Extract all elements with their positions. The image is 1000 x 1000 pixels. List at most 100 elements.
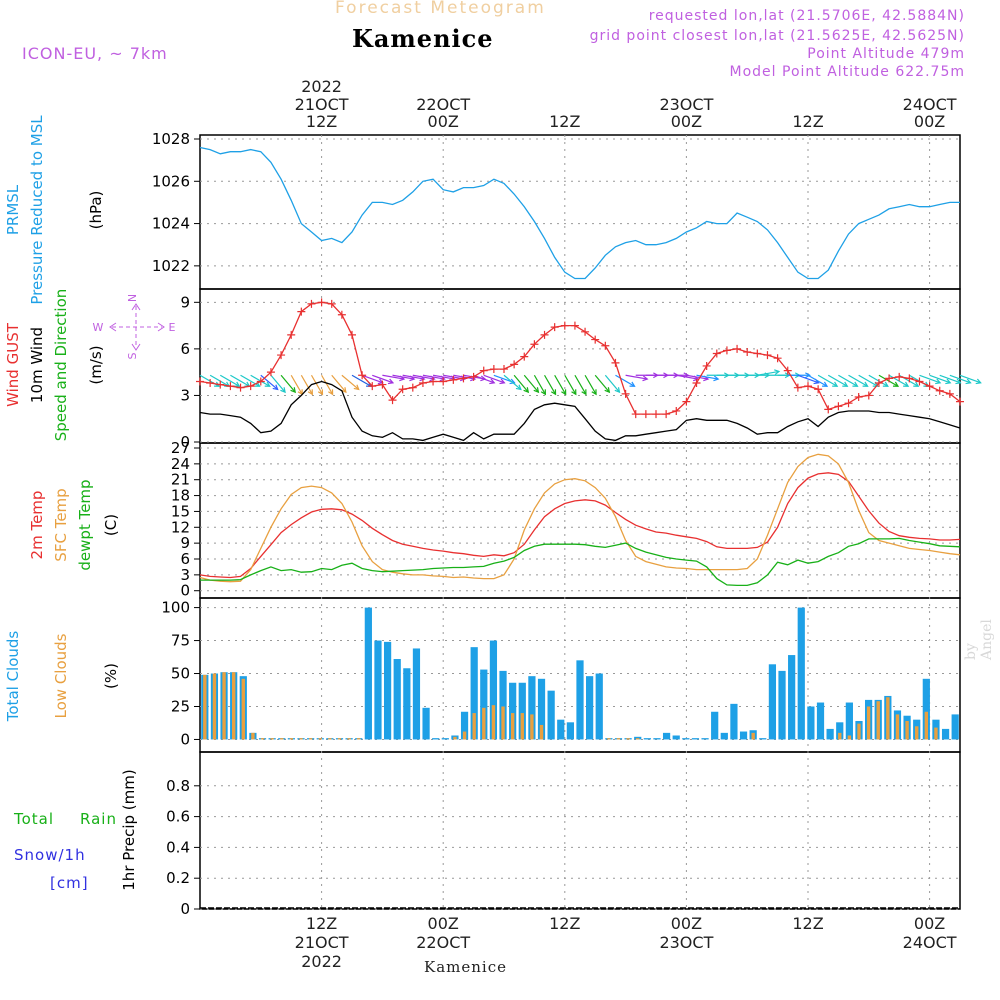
forecast-meteogram-label: Forecast Meteogram: [335, 0, 546, 18]
panel-frame-precip: [199, 751, 961, 910]
total-clouds-bar: [826, 728, 834, 740]
wind-arrow: [300, 374, 313, 396]
low-clouds-bar: [934, 727, 938, 740]
wind-gust-marker: [935, 386, 944, 395]
wind-gust-marker: [358, 371, 367, 380]
wind-gust-marker: [692, 379, 701, 388]
wind-gust-marker: [641, 410, 650, 419]
wind-arrow-head: [842, 381, 849, 387]
compass-arrowheads: [109, 303, 165, 351]
wind-gust-marker: [388, 396, 397, 405]
wind-arrow-shaft: [827, 374, 848, 387]
wind-arrow: [949, 374, 972, 385]
wind-gust-marker: [793, 383, 802, 392]
wind-ytick-label: 6: [180, 340, 190, 358]
wind-gust-marker: [439, 377, 448, 386]
wind-arrow-shaft: [584, 374, 597, 395]
panel-frame-wind: [199, 288, 961, 444]
wind-arrow-shaft: [838, 374, 858, 387]
pressure-ytick-label: 1024: [152, 215, 190, 233]
low-clouds-bar: [231, 672, 236, 740]
wind-arrow: [584, 374, 597, 396]
low-clouds-bar: [482, 707, 486, 740]
total-clouds-bar: [711, 711, 719, 740]
wind-arrow: [240, 374, 261, 387]
temperature-ytick-label: 21: [171, 471, 190, 489]
top-tick-label: 2022: [301, 77, 342, 96]
low-clouds-bar: [251, 732, 255, 740]
low-clouds-bar: [203, 674, 207, 740]
total-clouds-bar: [682, 738, 690, 740]
low-clouds-bar: [886, 697, 890, 740]
wind-arrow-shaft: [483, 374, 505, 384]
top-tick-label: 12Z: [549, 112, 580, 131]
pressure-axis-label: (hPa): [87, 191, 105, 230]
total-clouds-bar: [922, 678, 930, 740]
wind-arrow-shaft: [321, 374, 334, 395]
wind-arrow-shaft: [270, 374, 286, 393]
wind-arrow: [523, 374, 540, 394]
low-clouds-bar: [501, 706, 505, 740]
wind-gust-marker: [226, 382, 235, 391]
low-clouds-bar: [453, 736, 457, 740]
wind-axis-label: (m/s): [87, 345, 105, 384]
precip-ytick-label: 0.2: [166, 869, 190, 887]
watermark: by Angel: [963, 619, 995, 660]
wind-arrow-head: [852, 381, 859, 387]
wind-arrow-head: [561, 389, 567, 396]
wind-arrow-shaft: [290, 374, 303, 395]
total-clouds-bar: [720, 732, 728, 740]
wind-gust-marker: [246, 382, 255, 391]
clouds-ytick-label: 0: [180, 730, 190, 748]
total-clouds-bar: [537, 678, 546, 740]
wind-arrow-head: [945, 378, 952, 385]
wind-gust-marker: [773, 354, 782, 363]
wind-arrow: [513, 374, 530, 394]
temperature-ytick-label: 18: [171, 487, 190, 505]
wind-gust-marker: [560, 321, 569, 330]
low-clouds-bar: [924, 711, 929, 740]
wind-arrow-shaft: [361, 374, 384, 384]
wind-arrow: [838, 374, 859, 387]
wind-gust-marker: [763, 351, 772, 360]
low-clouds-bar: [905, 720, 909, 740]
wind-arrow-shaft: [604, 374, 620, 393]
wind-arrow-head: [290, 387, 297, 394]
total-clouds-bar: [374, 640, 382, 740]
pressure-axis-label: Pressure Reduced to MSL: [28, 115, 46, 305]
wind-arrow: [219, 374, 241, 387]
total-clouds-bar: [518, 682, 526, 740]
wind-arrow-head: [604, 387, 611, 394]
wind-gust-marker: [915, 377, 924, 386]
bottom-tick-label: 23OCT: [659, 933, 713, 952]
wind-gust-marker: [722, 346, 731, 355]
wind-gust-marker: [570, 321, 579, 330]
wind-gust-marker: [601, 341, 610, 350]
wind-arrow-shaft: [564, 374, 577, 395]
wind-arrow-shaft: [351, 374, 372, 387]
low-clouds-bar: [308, 738, 313, 740]
wind-gust-marker: [368, 382, 377, 391]
wind-ytick-label: 0: [180, 433, 190, 451]
wind-arrow-shaft: [554, 374, 567, 395]
wind-arrow-head: [550, 389, 557, 396]
total-clouds-bar: [364, 607, 372, 740]
bottom-tick-label: 00Z: [428, 914, 459, 933]
wind-gust-marker: [905, 374, 914, 383]
wind-arrow-head: [591, 389, 597, 396]
pressure-axis-label: PRMSL: [4, 184, 22, 235]
wind-arrow: [250, 374, 271, 387]
wind-gust-marker: [824, 405, 833, 414]
low-clouds-bar: [347, 738, 351, 740]
wind-arrow-head: [955, 378, 962, 385]
wind-gust-marker: [530, 340, 539, 349]
sfc-temp-line: [199, 453, 961, 583]
wind-arrow: [331, 374, 347, 394]
low-clouds-bar: [270, 738, 274, 740]
wind-gust-marker: [550, 323, 559, 332]
low-clouds-bar: [462, 731, 467, 740]
wind-arrow: [270, 374, 286, 394]
requested-coordinates: requested lon,lat (21.5706E, 42.5884N): [648, 8, 965, 24]
low-clouds-bar: [318, 738, 322, 740]
wind-gust-marker: [611, 358, 620, 367]
